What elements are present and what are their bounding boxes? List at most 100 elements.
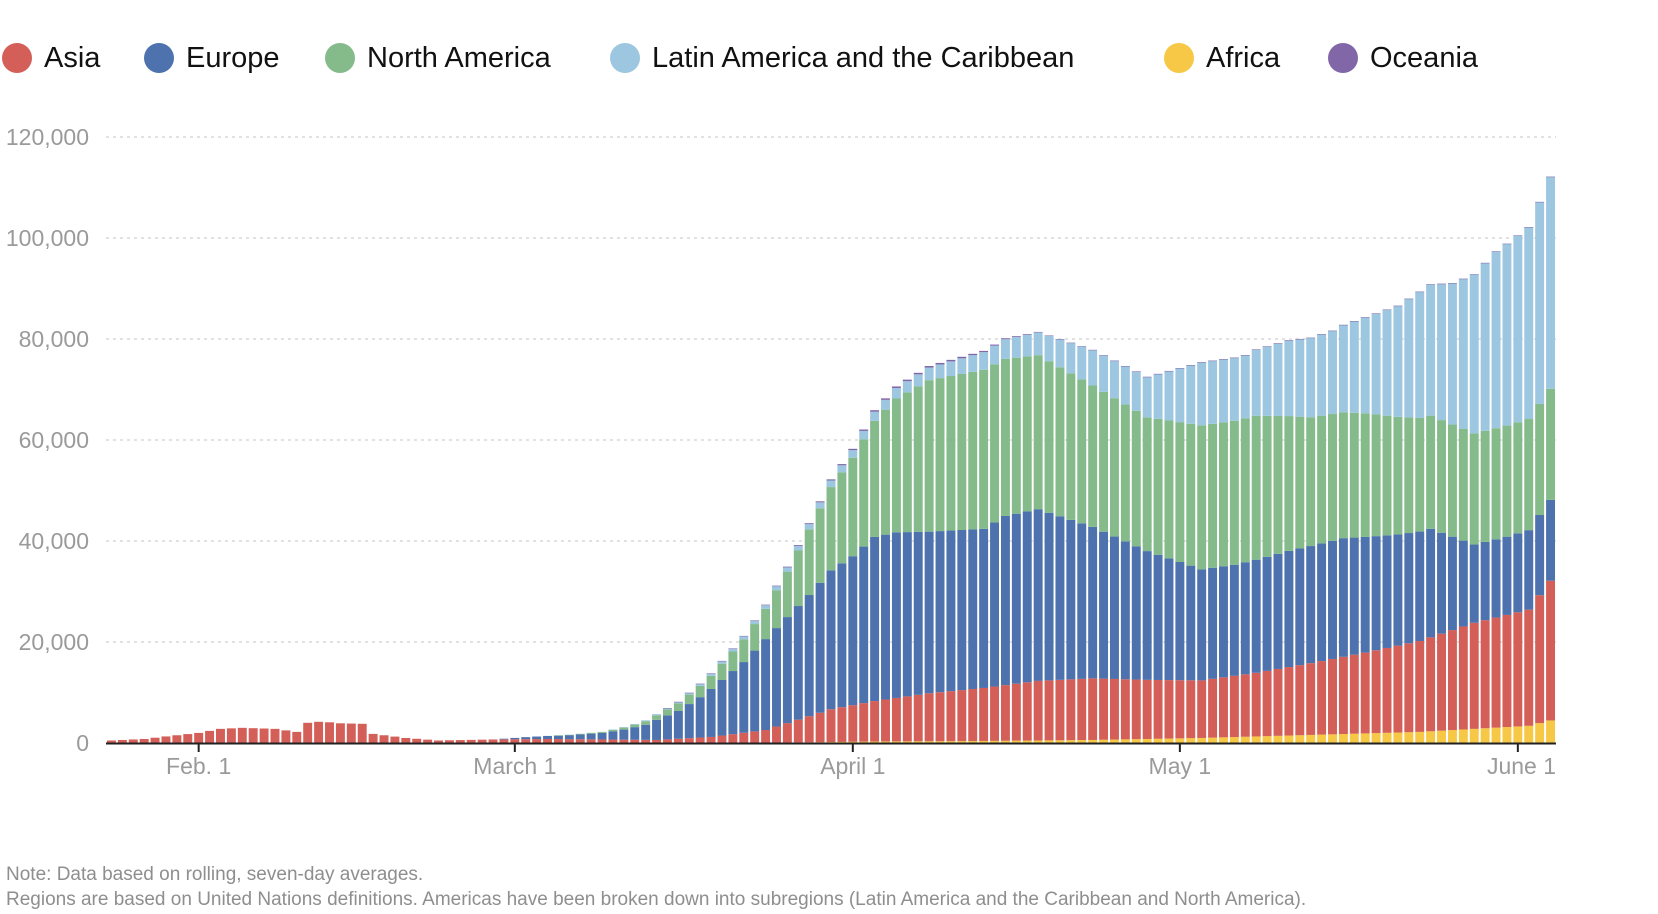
bar-segment-oceania: [1273, 343, 1283, 344]
bar-segment-north-america: [1458, 428, 1468, 541]
bar-segment-asia: [793, 719, 803, 743]
bar-segment-africa: [1360, 733, 1370, 743]
bar-segment-africa: [1142, 738, 1152, 743]
legend-item-africa[interactable]: Africa: [1164, 36, 1280, 80]
bar-segment-europe: [695, 697, 705, 738]
legend-item-oceania[interactable]: Oceania: [1328, 36, 1478, 80]
bar-segment-europe: [706, 688, 716, 737]
bar-segment-europe: [1011, 513, 1021, 684]
bar-segment-asia: [717, 735, 727, 743]
bar-segment-latin-america-and-the-caribbean: [1404, 298, 1414, 418]
bar-segment-asia: [390, 736, 400, 743]
bar-segment-north-america: [695, 685, 705, 698]
x-tick-label: May 1: [1149, 753, 1212, 779]
bar-segment-north-america: [1317, 415, 1327, 544]
legend-item-latin-america[interactable]: Latin America and the Caribbean: [610, 36, 1074, 80]
bar-segment-latin-america-and-the-caribbean: [1131, 371, 1141, 411]
bar-segment-north-america: [1338, 412, 1348, 539]
bar-segment-north-america: [1109, 398, 1119, 537]
bar-segment-africa: [1273, 735, 1283, 743]
bar-segment-europe: [772, 628, 781, 727]
bar-segment-north-america: [848, 457, 858, 557]
bar-segment-latin-america-and-the-caribbean: [1306, 337, 1316, 418]
bar-segment-europe: [1393, 534, 1403, 646]
bar-segment-oceania: [1404, 298, 1414, 300]
bar-segment-asia: [532, 739, 542, 743]
bar-segment-asia: [1502, 614, 1512, 728]
bar-segment-asia: [521, 739, 531, 743]
bar-segment-europe: [793, 606, 803, 720]
bar-segment-oceania: [1328, 330, 1337, 332]
bar-segment-latin-america-and-the-caribbean: [924, 367, 934, 381]
bar-segment-asia: [750, 731, 760, 743]
bar-segment-north-america: [1175, 422, 1185, 563]
bar-segment-africa: [990, 740, 999, 743]
bar-segment-latin-america-and-the-caribbean: [684, 692, 694, 695]
bar-segment-latin-america-and-the-caribbean: [1513, 235, 1523, 423]
bar-segment-asia: [1011, 683, 1021, 741]
bar-segment-oceania: [706, 673, 716, 674]
bar-segment-north-america: [968, 371, 978, 530]
bar-segment-asia: [1306, 663, 1316, 735]
bar-segment-asia: [150, 737, 160, 743]
bar-segment-asia: [1208, 678, 1218, 738]
bar-segment-latin-america-and-the-caribbean: [1317, 334, 1327, 416]
bar-segment-asia: [1120, 679, 1130, 740]
bar-segment-europe: [1240, 562, 1250, 675]
bar-segment-oceania: [739, 635, 749, 637]
bar-segment-oceania: [1382, 309, 1392, 311]
bar-segment-north-america: [608, 729, 618, 732]
bar-segment-north-america: [902, 392, 912, 533]
bar-segment-asia: [990, 686, 999, 741]
bar-segment-oceania: [1186, 365, 1196, 366]
bar-segment-latin-america-and-the-caribbean: [1022, 334, 1032, 357]
bar-segment-latin-america-and-the-caribbean: [728, 648, 738, 652]
legend-item-europe[interactable]: Europe: [144, 36, 280, 80]
bar-segment-oceania: [1219, 359, 1228, 360]
bar-segment-latin-america-and-the-caribbean: [608, 729, 618, 730]
bar-segment-europe: [1404, 533, 1414, 644]
legend-item-north-america[interactable]: North America: [325, 36, 551, 80]
legend-item-asia[interactable]: Asia: [2, 36, 100, 80]
bar-segment-europe: [1153, 554, 1163, 680]
bar-segment-asia: [1044, 680, 1054, 741]
bar-segment-asia: [652, 739, 662, 743]
bar-segment-oceania: [837, 464, 847, 466]
bar-segment-asia: [815, 712, 825, 743]
bar-segment-latin-america-and-the-caribbean: [1328, 330, 1337, 415]
bar-segment-latin-america-and-the-caribbean: [1109, 360, 1119, 399]
bar-segment-europe: [968, 529, 978, 690]
bar-segment-oceania: [946, 359, 956, 362]
bar-segment-europe: [1469, 544, 1479, 623]
bar-segment-asia: [401, 737, 411, 743]
bar-segment-europe: [521, 737, 531, 740]
bar-segment-africa: [1317, 734, 1327, 743]
bar-segment-europe: [684, 704, 694, 739]
bar-segment-europe: [1175, 562, 1185, 681]
bar-segment-asia: [455, 740, 465, 743]
bar-segment-europe: [1120, 541, 1130, 680]
bar-segment-latin-america-and-the-caribbean: [1044, 335, 1054, 362]
bar-segment-europe: [957, 529, 967, 691]
bar-segment-north-america: [815, 508, 825, 583]
bar-segment-europe: [1360, 536, 1370, 653]
bar-segment-asia: [510, 739, 520, 743]
bar-segment-europe: [1251, 559, 1261, 673]
bar-segment-africa: [1219, 737, 1228, 743]
bar-segment-latin-america-and-the-caribbean: [1164, 371, 1174, 421]
bar-segment-latin-america-and-the-caribbean: [641, 720, 651, 722]
bar-segment-asia: [499, 739, 509, 743]
bar-segment-oceania: [684, 692, 694, 694]
bar-segment-africa: [1546, 720, 1556, 743]
bar-segment-asia: [1284, 667, 1294, 736]
bar-segment-europe: [1328, 540, 1337, 659]
bar-segment-oceania: [1437, 283, 1446, 285]
bar-segment-north-america: [946, 376, 956, 531]
bar-segment-asia: [379, 735, 389, 743]
chart-notes: Note: Data based on rolling, seven-day a…: [6, 862, 1306, 912]
bar-segment-europe: [717, 680, 727, 736]
bar-segment-africa: [1447, 730, 1457, 743]
note-line-2: Regions are based on United Nations defi…: [6, 889, 1307, 910]
bar-segment-latin-america-and-the-caribbean: [1546, 176, 1556, 389]
bar-segment-latin-america-and-the-caribbean: [1099, 355, 1109, 392]
